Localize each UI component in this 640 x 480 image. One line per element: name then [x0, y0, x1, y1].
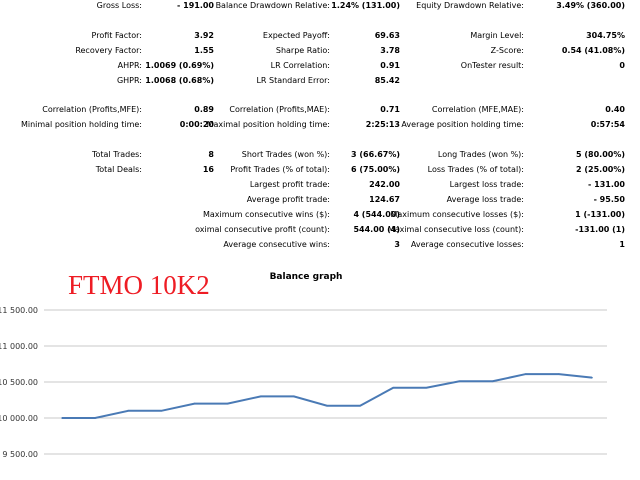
stat-value: - 95.50: [593, 195, 625, 204]
stat-value: 1.0069 (0.69%): [145, 61, 214, 70]
stat-value: 69.63: [374, 31, 400, 40]
balance-point: [458, 380, 461, 383]
balance-point: [524, 373, 527, 375]
stat-value: 2 (25.00%): [576, 165, 625, 174]
stat-label: Average profit trade:: [246, 195, 330, 204]
balance-point: [425, 386, 428, 389]
stat-value: 0:00:20: [179, 120, 214, 129]
balance-point: [359, 404, 361, 407]
stat-label: Largest loss trade:: [449, 180, 524, 189]
stat-label: oximal consecutive profit (count):: [195, 225, 330, 234]
stat-label: Correlation (Profits,MAE):: [229, 105, 330, 114]
stat-label: Correlation (MFE,MAE):: [431, 105, 524, 114]
stat-value: 5 (80.00%): [576, 150, 625, 159]
stat-label: Z-Score:: [490, 46, 524, 55]
balance-series-line: [62, 373, 593, 419]
stat-label: Maximum consecutive losses ($):: [390, 210, 524, 219]
balance-point: [293, 395, 295, 398]
stat-label: Minimal position holding time:: [20, 120, 142, 129]
stat-value: 3.92: [194, 31, 214, 40]
stat-value: -131.00 (1): [575, 225, 625, 234]
watermark-label: FTMO 10K2: [68, 270, 210, 300]
stat-value: 0.89: [194, 105, 214, 114]
stat-value: 0:57:54: [590, 120, 625, 129]
stat-label: Loss Trades (% of total):: [427, 165, 524, 174]
stat-label: Average position holding time:: [401, 120, 524, 129]
balance-point: [61, 417, 63, 419]
stat-label: Total Trades:: [92, 150, 142, 159]
stat-value: 544.00 (4): [353, 225, 400, 234]
stat-value: 0.40: [605, 105, 625, 114]
stat-label: Long Trades (won %):: [437, 150, 524, 159]
balance-point: [326, 404, 328, 407]
stat-label: Gross Loss:: [96, 1, 142, 10]
y-tick-label: 10 000.00: [0, 414, 38, 423]
stat-value: 1 (-131.00): [575, 210, 625, 219]
balance-point: [226, 402, 229, 405]
stat-value: 0.54 (41.08%): [561, 46, 625, 55]
stat-label: Average consecutive losses:: [410, 240, 524, 249]
y-tick-label: 9 500.00: [2, 450, 38, 459]
stat-value: 0: [619, 61, 625, 70]
stat-label: Equity Drawdown Relative:: [416, 1, 524, 10]
y-tick-label: 10 500.00: [0, 378, 38, 387]
stat-value: 3.78: [380, 46, 400, 55]
stat-label: Maximum consecutive wins ($):: [202, 210, 330, 219]
balance-point: [591, 376, 593, 379]
stat-value: 16: [202, 165, 214, 174]
y-tick-label: 11 000.00: [0, 342, 38, 351]
stat-label: Total Deals:: [95, 165, 142, 174]
stat-value: 1.0068 (0.68%): [145, 76, 214, 85]
stat-value: 1: [619, 240, 625, 249]
stat-label: Expected Payoff:: [262, 31, 330, 40]
stat-value: 2:25:13: [365, 120, 400, 129]
stat-value: 1.24% (131.00): [331, 1, 400, 10]
stat-value: 1.55: [194, 46, 214, 55]
stat-label: Recovery Factor:: [75, 46, 142, 55]
stat-label: Profit Factor:: [91, 31, 142, 40]
stat-value: 304.75%: [586, 31, 625, 40]
stat-value: 4 (544.00): [353, 210, 400, 219]
balance-point: [127, 410, 130, 412]
stat-value: 3: [394, 240, 400, 249]
stat-value: - 191.00: [177, 1, 214, 10]
stat-label: Maximal position holding time:: [206, 120, 330, 129]
stat-value: - 131.00: [588, 180, 625, 189]
stat-label: Short Trades (won %):: [241, 150, 330, 159]
stat-label: Maximal consecutive loss (count):: [387, 225, 524, 234]
balance-point: [160, 410, 163, 412]
stat-label: AHPR:: [117, 61, 142, 70]
stat-value: 6 (75.00%): [351, 165, 400, 174]
stat-label: Margin Level:: [470, 31, 524, 40]
stat-value: 0.91: [380, 61, 400, 70]
stat-value: 242.00: [369, 180, 400, 189]
stat-label: LR Correlation:: [270, 61, 330, 70]
stat-label: Profit Trades (% of total):: [230, 165, 330, 174]
balance-point: [94, 417, 96, 419]
balance-chart: 9 500.00 10 000.00 10 500.00 11 000.00 11 50…: [0, 306, 607, 459]
stat-label: Correlation (Profits,MFE):: [42, 105, 142, 114]
stat-label: GHPR:: [116, 76, 142, 85]
stat-label: OnTester result:: [460, 61, 524, 70]
stat-value: 8: [208, 150, 214, 159]
balance-point: [558, 373, 560, 375]
stat-label: Largest profit trade:: [249, 180, 330, 189]
balance-point: [392, 386, 395, 389]
y-tick-label: 11 500.00: [0, 306, 38, 315]
stat-label: LR Standard Error:: [256, 76, 330, 85]
stat-value: 3 (66.67%): [351, 150, 400, 159]
balance-point: [193, 402, 196, 405]
stat-value: 0.71: [380, 105, 400, 114]
stat-value: 124.67: [369, 195, 400, 204]
stat-label: Average loss trade:: [446, 195, 524, 204]
stat-label: Sharpe Ratio:: [275, 46, 330, 55]
stat-value: 3.49% (360.00): [556, 1, 625, 10]
balance-point: [491, 380, 494, 383]
balance-point: [259, 395, 262, 398]
stat-label: Average consecutive wins:: [223, 240, 330, 249]
stat-value: 85.42: [374, 76, 400, 85]
stat-label: Balance Drawdown Relative:: [215, 1, 330, 10]
chart-title: Balance graph: [269, 272, 343, 282]
